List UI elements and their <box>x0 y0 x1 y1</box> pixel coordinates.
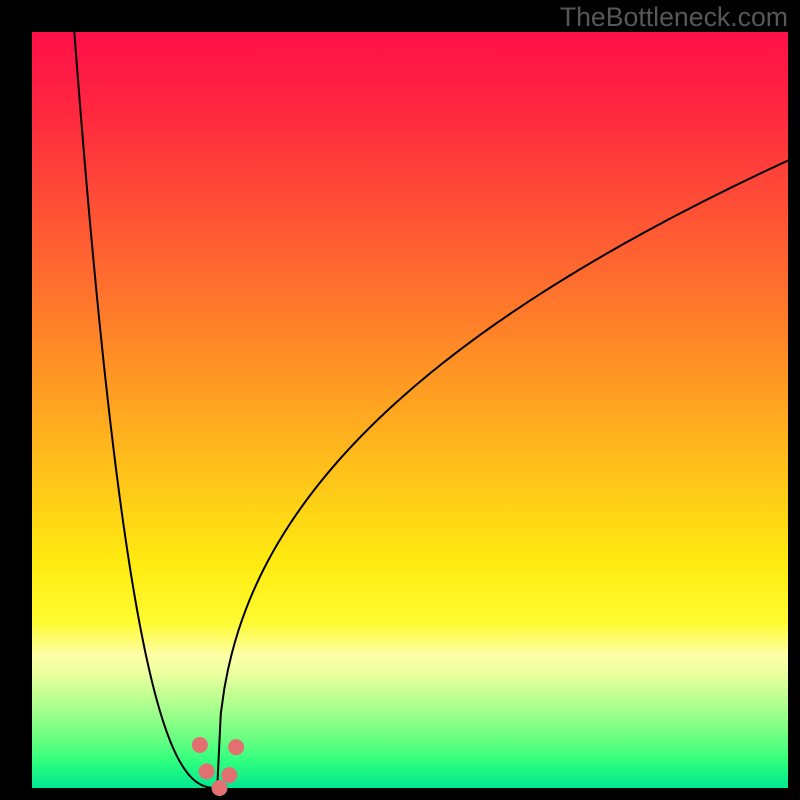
watermark-text: TheBottleneck.com <box>560 2 788 33</box>
gradient-plot-area <box>32 32 788 788</box>
chart-container: TheBottleneck.com <box>0 0 800 800</box>
